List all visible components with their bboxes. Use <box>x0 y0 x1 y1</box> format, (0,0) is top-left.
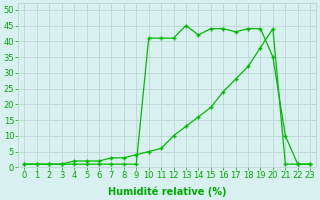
X-axis label: Humidité relative (%): Humidité relative (%) <box>108 186 227 197</box>
